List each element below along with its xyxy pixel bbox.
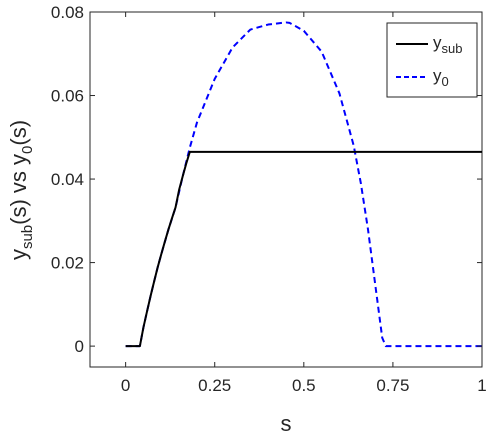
x-tick-label: 0.75 bbox=[376, 376, 409, 395]
legend-label-ysub: ysub bbox=[433, 33, 462, 56]
y-tick-label: 0.02 bbox=[51, 254, 84, 273]
y-tick-label: 0.06 bbox=[51, 87, 84, 106]
x-axis-label: s bbox=[281, 411, 292, 436]
x-axis-ticks: 0 0.25 0.5 0.75 1 bbox=[121, 12, 487, 395]
y-axis-ticks: 0 0.02 0.04 0.06 0.08 bbox=[51, 3, 482, 356]
y-tick-label: 0.04 bbox=[51, 170, 84, 189]
x-tick-label: 0.25 bbox=[198, 376, 231, 395]
y-tick-label: 0.08 bbox=[51, 3, 84, 22]
legend-box bbox=[386, 22, 478, 98]
legend-label-y0: y0 bbox=[433, 66, 449, 89]
x-tick-label: 1 bbox=[477, 376, 486, 395]
y-axis-label: ysub(s) vs y0(s) bbox=[6, 120, 36, 260]
x-tick-label: 0.5 bbox=[292, 376, 316, 395]
legend: ysub y0 bbox=[386, 22, 478, 98]
series-layer bbox=[125, 21, 482, 348]
x-tick-label: 0 bbox=[121, 376, 130, 395]
y-tick-label: 0 bbox=[75, 337, 84, 356]
series-line-y-sub bbox=[125, 150, 482, 348]
